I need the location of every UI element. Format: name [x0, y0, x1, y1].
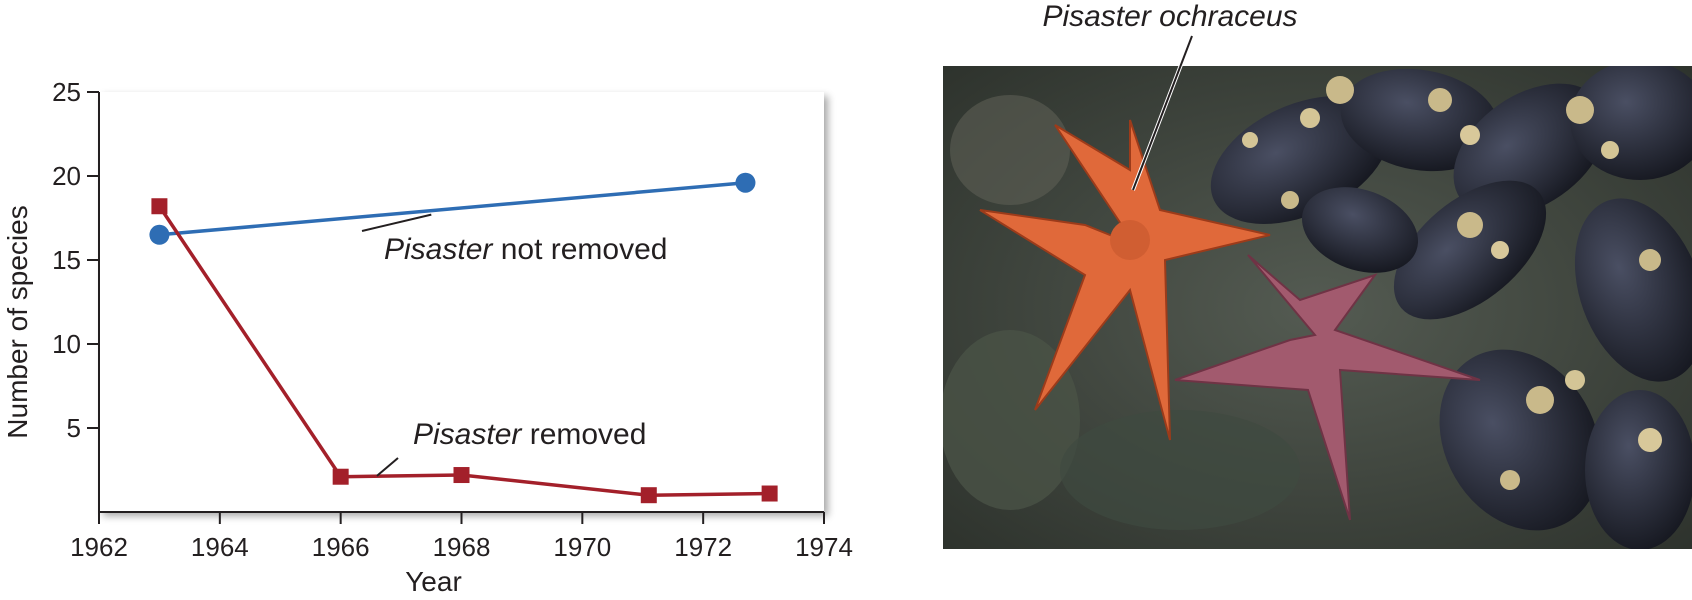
data-point [453, 467, 470, 484]
series-label-italic: Pisaster [384, 233, 493, 266]
data-point [332, 468, 349, 485]
data-point [151, 198, 168, 215]
data-point [735, 172, 756, 193]
plot-panel [99, 92, 824, 512]
y-tick-label: 10 [52, 329, 81, 359]
x-tick-label: 1970 [553, 532, 611, 562]
series-label: Pisaster not removed [384, 233, 667, 266]
annotation-leader [376, 457, 399, 477]
series-0 [149, 172, 756, 245]
x-tick-label: 1966 [312, 532, 370, 562]
series-label: Pisaster removed [413, 418, 646, 451]
data-point [761, 485, 778, 502]
series-layer [149, 172, 778, 504]
photo-label: Pisaster ochraceus [1042, 0, 1297, 33]
x-axis-title: Year [405, 566, 462, 597]
series-label-rest: not removed [492, 233, 667, 266]
y-tick-label: 15 [52, 245, 81, 275]
annotation-leader [361, 213, 432, 232]
data-point [149, 224, 170, 245]
photo [943, 66, 1692, 549]
purple-sea-star [1174, 254, 1481, 521]
x-tick-label: 1974 [795, 532, 853, 562]
y-tick-label: 20 [52, 161, 81, 191]
y-axis-title: Number of species [2, 205, 33, 438]
photo-label-group: Pisaster ochraceus [1042, 0, 1298, 191]
orange-sea-star [979, 119, 1271, 441]
mussel-bed [1210, 66, 1692, 549]
x-tick-label: 1962 [70, 532, 128, 562]
y-tick-label: 5 [67, 413, 81, 443]
series-label-rest: removed [521, 418, 646, 451]
chart: 1962 1964 1966 1968 1970 1972 1974 5 10 15 20 25 Yea… [2, 77, 853, 597]
x-tick-label: 1964 [191, 532, 249, 562]
axes: 1962 1964 1966 1968 1970 1972 1974 5 10 15 20 25 Yea… [2, 77, 853, 597]
data-point [640, 487, 657, 504]
photo-label-leader-core [1132, 35, 1193, 191]
series-1 [151, 198, 778, 504]
series-label-italic: Pisaster [413, 418, 522, 451]
series-line [159, 180, 746, 237]
x-tick-label: 1972 [674, 532, 732, 562]
x-tick-label: 1968 [433, 532, 491, 562]
y-tick-label: 25 [52, 77, 81, 107]
